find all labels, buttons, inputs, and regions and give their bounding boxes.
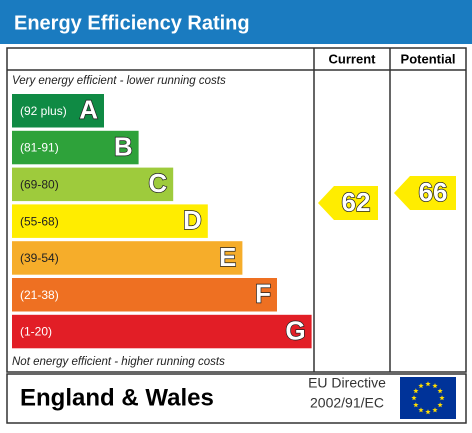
title: Energy Efficiency Rating: [14, 12, 250, 34]
eu-star: [432, 407, 438, 413]
eu-star: [437, 402, 443, 408]
directive: EU Directive: [308, 375, 386, 391]
eu-star: [432, 383, 438, 389]
band-range: (55-68): [20, 214, 59, 228]
band: [12, 94, 104, 128]
band-range: (21-38): [20, 288, 59, 302]
band-range: (92 plus): [20, 104, 67, 118]
directive: 2002/91/EC: [310, 395, 384, 411]
column-header: Current: [329, 51, 377, 66]
eu-star: [437, 388, 443, 394]
current-arrow: [318, 186, 378, 220]
band-letter: B: [114, 131, 133, 161]
band-letter: C: [148, 168, 167, 198]
top-note: Very energy efficient - lower running co…: [12, 75, 226, 87]
main-frame: [6, 47, 467, 373]
eu-star: [425, 381, 431, 387]
column-header: Potential: [401, 51, 456, 66]
band: [12, 204, 208, 238]
band: [12, 278, 277, 312]
band-range: (69-80): [20, 178, 59, 192]
eu-star: [413, 402, 419, 408]
band-letter: F: [255, 279, 271, 309]
band-range: (39-54): [20, 251, 59, 265]
eu-star: [418, 407, 424, 413]
current-rating: 62: [342, 187, 371, 217]
potential-rating: 66: [419, 177, 448, 207]
band-letter: A: [79, 95, 98, 125]
region: England & Wales: [20, 384, 214, 411]
band-letter: D: [183, 205, 202, 235]
eu-star: [413, 388, 419, 394]
bottom-note: Not energy efficient - higher running co…: [12, 356, 225, 368]
footer-frame: [6, 373, 467, 424]
potential-arrow: [394, 176, 456, 210]
eu-star: [425, 409, 431, 415]
band: [12, 241, 243, 275]
eu-star: [411, 395, 417, 401]
band-range: (81-91): [20, 141, 59, 155]
band-letter: G: [285, 315, 305, 345]
eu-star: [439, 395, 445, 401]
band-range: (1-20): [20, 325, 52, 339]
band: [12, 130, 139, 165]
band: [12, 314, 312, 349]
band-letter: E: [219, 242, 236, 272]
band: [12, 167, 174, 202]
title-bar: [0, 0, 472, 44]
eu-star: [418, 383, 424, 389]
